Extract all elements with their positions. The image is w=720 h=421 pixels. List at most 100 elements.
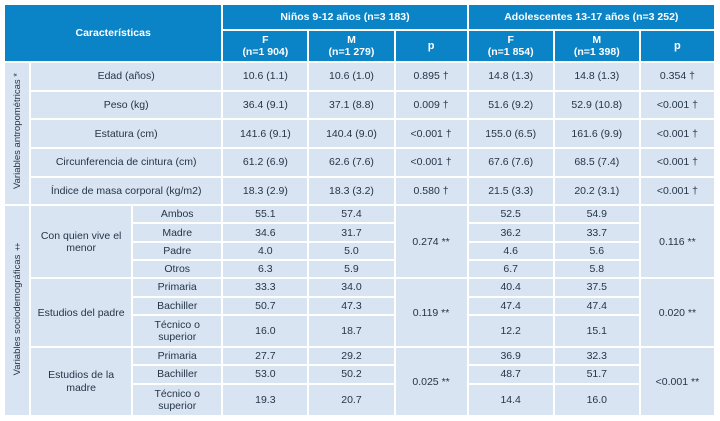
value-cell: 33.7 [554,224,639,241]
column-header-ninos-f: F (n=1 904) [223,31,308,61]
n-label: (n=1 398) [573,46,620,58]
value-cell: 14.8 (1.3) [468,63,553,90]
value-cell: 34.6 [223,224,308,241]
p-value-cell: 0.119 ** [395,279,467,347]
value-cell: 10.6 (1.0) [309,63,394,90]
column-header-adol-p: p [640,31,714,61]
table-row: Índice de masa corporal (kg/m2) 18.3 (2.… [5,177,714,205]
p-value-cell: 0.274 ** [395,206,467,278]
group-label: Con quien vive el menor [31,206,132,278]
table-row: Técnico o superior 16.0 18.7 12.2 15.1 [5,315,714,347]
p-value-cell: 0.009 † [395,91,467,119]
value-cell: 50.7 [223,297,308,314]
value-cell: 40.4 [468,279,553,296]
value-cell: 54.9 [554,206,639,223]
value-cell: 14.8 (1.3) [554,63,639,90]
table-row: Otros 6.3 5.9 6.7 5.8 [5,260,714,278]
value-cell: 20.2 (3.1) [554,177,639,205]
value-cell: 33.3 [223,279,308,296]
value-cell: 62.6 (7.6) [309,148,394,176]
group-label: Estudios del padre [31,279,132,347]
value-cell: 18.3 (3.2) [309,177,394,205]
p-value-cell: 0.354 † [640,63,714,90]
value-cell: 140.4 (9.0) [309,120,394,147]
row-label: Estatura (cm) [31,120,222,147]
section-label-sociodemograficas: Variables sociodemográficas ‡ [5,206,30,415]
row-label: Técnico o superior [133,384,222,415]
p-value-cell: <0.001 ** [640,348,714,415]
value-cell: 51.6 (9.2) [468,91,553,119]
table-row: Bachiller 53.0 50.2 48.7 51.7 [5,366,714,383]
value-cell: 18.7 [309,315,394,347]
value-cell: 36.4 (9.1) [223,91,308,119]
row-label: Peso (kg) [31,91,222,119]
column-group-ninos: Niños 9-12 años (n=3 183) [223,5,467,29]
row-label: Edad (años) [31,63,222,90]
row-label: Padre [133,242,222,259]
value-cell: 16.0 [223,315,308,347]
p-value-cell: <0.001 † [640,120,714,147]
value-cell: 52.5 [468,206,553,223]
p-value-cell: <0.001 † [395,120,467,147]
value-cell: 155.0 (6.5) [468,120,553,147]
value-cell: 10.6 (1.1) [223,63,308,90]
p-value-cell: 0.020 ** [640,279,714,347]
characteristics-table: Características Niños 9-12 años (n=3 183… [3,3,716,417]
table-row: Padre 4.0 5.0 4.6 5.6 [5,242,714,259]
n-label: (n=1 279) [328,46,375,58]
table-row: Peso (kg) 36.4 (9.1) 37.1 (8.8) 0.009 † … [5,91,714,119]
row-label: Primaria [133,279,222,296]
column-header-characteristics: Características [5,5,222,61]
column-header-ninos-p: p [395,31,467,61]
value-cell: 5.0 [309,242,394,259]
value-cell: 4.6 [468,242,553,259]
value-cell: 161.6 (9.9) [554,120,639,147]
row-label: Bachiller [133,366,222,383]
row-label: Ambos [133,206,222,223]
value-cell: 47.3 [309,297,394,314]
column-header-adol-f: F (n=1 854) [468,31,553,61]
value-cell: 5.8 [554,260,639,278]
n-label: (n=1 904) [242,46,289,58]
value-cell: 47.4 [468,297,553,314]
column-group-adolescentes: Adolescentes 13-17 años (n=3 252) [468,5,714,29]
table-row: Madre 34.6 31.7 36.2 33.7 [5,224,714,241]
table-row: Técnico o superior 19.3 20.7 14.4 16.0 [5,384,714,415]
table-row: Estudios del padre Primaria 33.3 34.0 0.… [5,279,714,347]
p-value-cell: <0.001 † [640,91,714,119]
table-row: Estatura (cm) 141.6 (9.1) 140.4 (9.0) <0… [5,120,714,147]
column-header-ninos-m: M (n=1 279) [309,31,394,61]
row-label: Primaria [133,348,222,365]
value-cell: 68.5 (7.4) [554,148,639,176]
table-row: Estudios de la madre Primaria 27.7 29.2 … [5,348,714,415]
value-cell: 52.9 (10.8) [554,91,639,119]
value-cell: 31.7 [309,224,394,241]
row-label: Bachiller [133,297,222,314]
sex-label: M [592,33,602,46]
column-header-adol-m: M (n=1 398) [554,31,639,61]
value-cell: 37.5 [554,279,639,296]
value-cell: 67.6 (7.6) [468,148,553,176]
row-label: Otros [133,260,222,278]
row-label: Índice de masa corporal (kg/m2) [31,177,222,205]
sex-label: F [262,33,269,46]
row-label: Madre [133,224,222,241]
value-cell: 37.1 (8.8) [309,91,394,119]
value-cell: 19.3 [223,384,308,415]
p-value-cell: <0.001 † [640,148,714,176]
value-cell: 15.1 [554,315,639,347]
value-cell: 14.4 [468,384,553,415]
table-row: Bachiller 50.7 47.3 47.4 47.4 [5,297,714,314]
rotated-section-label: Variables sociodemográficas ‡ [11,240,23,376]
p-value-cell: 0.116 ** [640,206,714,278]
table-row: Circunferencia de cintura (cm) 61.2 (6.9… [5,148,714,176]
value-cell: 32.3 [554,348,639,365]
value-cell: 5.6 [554,242,639,259]
value-cell: 27.7 [223,348,308,365]
p-value-cell: 0.580 † [395,177,467,205]
table-row: Variables sociodemográficas ‡ Con quien … [5,206,714,415]
sex-label: F [507,33,514,46]
sex-label: M [347,33,356,46]
value-cell: 141.6 (9.1) [223,120,308,147]
